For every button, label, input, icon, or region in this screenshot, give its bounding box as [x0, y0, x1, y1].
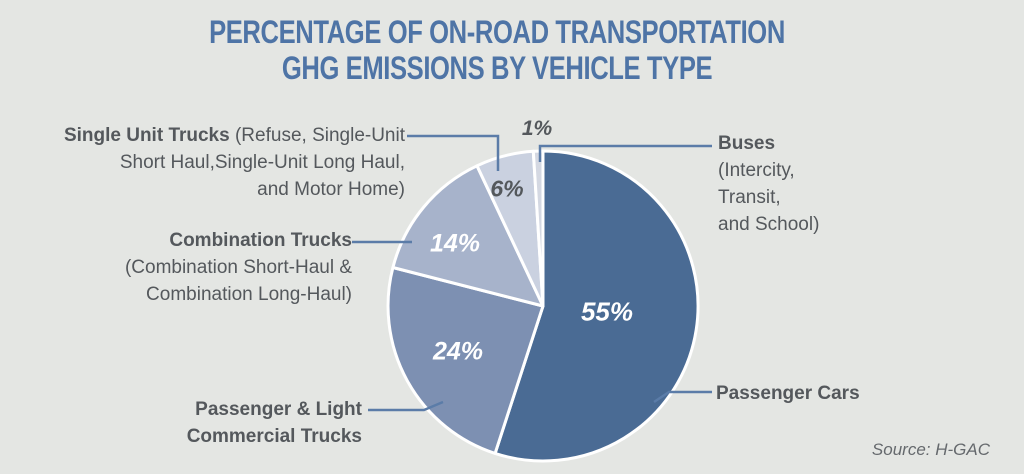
leader-line-passenger-cars: [653, 390, 712, 404]
callout-combination-trucks-name: Combination Trucks: [169, 230, 352, 251]
percent-label-passenger-cars: 55%: [580, 296, 634, 327]
callout-buses-line2: (Intercity,: [718, 160, 795, 181]
pie-slice-buses: [531, 149, 545, 308]
callout-single-unit-trucks-line3: and Motor Home): [257, 179, 405, 200]
callout-passenger-light-trucks: Passenger & Light Commercial Trucks: [187, 396, 362, 450]
callout-combination-trucks-line2: (Combination Short-Haul &: [124, 257, 352, 278]
callout-combination-trucks: Combination Trucks (Combination Short-Ha…: [125, 227, 352, 308]
callout-single-unit-trucks-line2: Short Haul,Single-Unit Long Haul,: [119, 152, 405, 173]
callout-passenger-light-trucks-line2: Commercial Trucks: [186, 426, 362, 447]
callout-passenger-light-trucks-line1: Passenger & Light: [195, 399, 362, 420]
leader-line-single-unit-trucks: [407, 134, 500, 171]
callout-single-unit-trucks-rest: (Refuse, Single-Unit: [229, 125, 405, 146]
title-line-1: PERCENTAGE OF ON-ROAD TRANSPORTATION: [209, 14, 785, 50]
pie-slice-passenger-cars: [493, 149, 700, 463]
pie-slices: [386, 149, 700, 463]
callout-passenger-cars-line1: Passenger Cars: [716, 383, 860, 404]
leader-lines: [352, 134, 712, 412]
page-title: PERCENTAGE OF ON-ROAD TRANSPORTATION GHG…: [99, 14, 894, 86]
callout-single-unit-trucks: Single Unit Trucks (Refuse, Single-Unit …: [64, 122, 405, 203]
callout-combination-trucks-line3: Combination Long-Haul): [146, 284, 352, 305]
percent-label-single-unit-trucks: 6%: [490, 175, 524, 202]
callout-buses-line4: and School): [718, 214, 820, 235]
callout-passenger-cars: Passenger Cars: [716, 380, 860, 407]
leader-line-passenger-light-trucks: [368, 400, 444, 412]
pie-slice-combination-trucks: [391, 164, 545, 308]
source-credit: Source: H-GAC: [871, 440, 990, 459]
callout-buses: Buses (Intercity, Transit, and School): [718, 130, 819, 238]
callout-single-unit-trucks-name: Single Unit Trucks: [63, 125, 230, 146]
leader-line-buses: [538, 144, 712, 162]
pie-slice-passenger-light-commercial-trucks: [386, 266, 545, 455]
percent-label-combination-trucks: 14%: [429, 229, 481, 258]
percent-label-buses: 1%: [521, 117, 553, 140]
callout-buses-line3: Transit,: [718, 187, 781, 208]
callout-buses-name: Buses: [718, 133, 776, 154]
title-line-2: GHG EMISSIONS BY VEHICLE TYPE: [281, 50, 713, 86]
percent-label-passenger-light-trucks: 24%: [432, 337, 484, 366]
